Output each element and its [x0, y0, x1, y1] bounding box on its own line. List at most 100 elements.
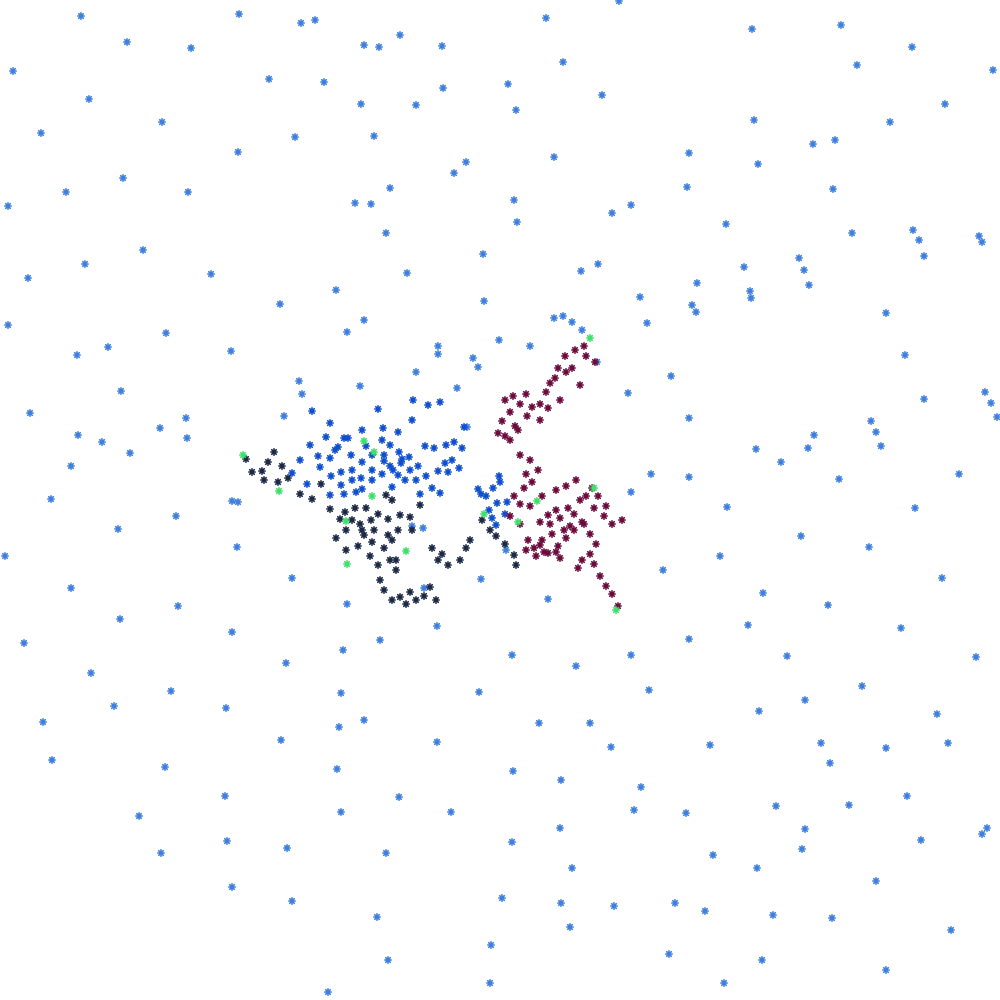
data-point [74, 431, 82, 439]
data-point [530, 544, 538, 552]
data-point [562, 368, 570, 376]
data-point [382, 229, 390, 237]
data-point [596, 572, 604, 580]
data-point [420, 592, 428, 600]
data-point [492, 532, 500, 540]
data-point [501, 396, 509, 404]
data-point [474, 485, 482, 493]
data-point [306, 441, 314, 449]
data-point [706, 741, 714, 749]
data-point [116, 615, 124, 623]
data-point [568, 364, 576, 372]
data-point [234, 498, 242, 506]
data-point [624, 389, 632, 397]
data-point [394, 428, 402, 436]
data-point [574, 564, 582, 572]
data-point [376, 636, 384, 644]
data-point [380, 457, 388, 465]
data-point [523, 412, 531, 420]
data-point [810, 431, 818, 439]
data-point [683, 183, 691, 191]
data-point [826, 759, 834, 767]
data-point [351, 199, 359, 207]
data-point [494, 429, 502, 437]
data-point [477, 575, 485, 583]
data-point [395, 793, 403, 801]
data-point [406, 588, 414, 596]
data-point [947, 926, 955, 934]
data-point [557, 776, 565, 784]
data-point [234, 148, 242, 156]
data-point [316, 463, 324, 471]
data-point [368, 466, 376, 474]
data-point [562, 482, 570, 490]
data-point [288, 897, 296, 905]
data-point [342, 526, 350, 534]
data-point [667, 372, 675, 380]
data-point [544, 404, 552, 412]
data-point [578, 326, 586, 334]
data-point [685, 414, 693, 422]
data-point [526, 502, 534, 510]
data-point [801, 825, 809, 833]
data-point [441, 459, 449, 467]
data-point [511, 106, 520, 114]
data-point [384, 531, 392, 539]
data-point [39, 718, 47, 726]
data-point [351, 504, 359, 512]
data-point [867, 417, 875, 425]
data-point [375, 43, 383, 51]
data-point [550, 314, 558, 322]
data-point [380, 586, 388, 594]
data-point [938, 574, 946, 582]
data-point [524, 536, 532, 544]
data-point [576, 381, 584, 389]
data-point [498, 894, 506, 902]
data-point [511, 422, 519, 430]
data-point [645, 686, 653, 694]
data-point [572, 662, 580, 670]
data-point [865, 543, 873, 551]
data-point [298, 390, 306, 398]
data-point [797, 532, 805, 540]
data-point [504, 80, 512, 88]
data-point [909, 226, 917, 234]
data-point [559, 58, 567, 66]
data-point [433, 738, 441, 746]
data-point [288, 469, 296, 477]
data-point [556, 514, 564, 522]
data-point [386, 441, 394, 449]
data-point [941, 100, 949, 108]
data-point [542, 388, 550, 396]
data-point [608, 590, 616, 598]
data-point [360, 437, 368, 445]
data-point [295, 377, 303, 385]
data-point [396, 593, 404, 601]
data-point [716, 552, 724, 560]
data-point [582, 492, 590, 500]
data-point [636, 293, 644, 301]
data-point [167, 687, 175, 695]
data-point [586, 530, 594, 538]
data-point [402, 547, 410, 555]
data-point [340, 490, 348, 498]
data-point [331, 446, 339, 454]
data-point [48, 756, 56, 764]
data-point [498, 417, 506, 425]
data-point [550, 153, 558, 161]
data-point [67, 584, 75, 592]
data-point [357, 100, 365, 108]
data-point [586, 550, 594, 558]
data-point [47, 495, 55, 503]
data-point [615, 0, 623, 5]
data-point [506, 511, 514, 520]
data-point [509, 392, 517, 400]
data-point [380, 544, 388, 552]
data-point [533, 497, 541, 505]
data-point [824, 601, 832, 609]
data-point [693, 279, 701, 287]
data-point [228, 497, 236, 505]
data-point [430, 444, 438, 452]
data-point [384, 956, 392, 964]
data-point [554, 542, 562, 550]
